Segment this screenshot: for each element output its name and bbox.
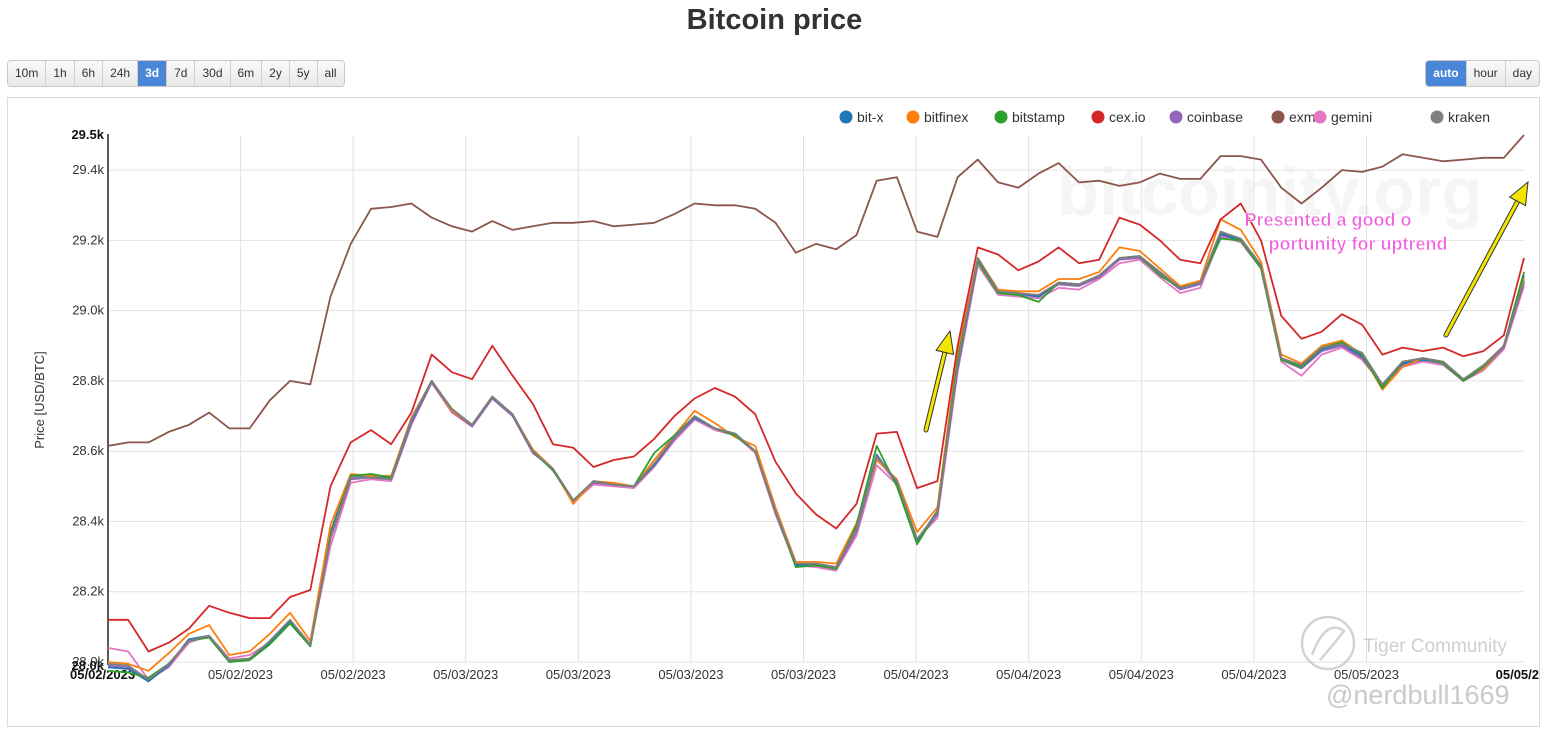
legend-marker-exmo bbox=[1271, 110, 1285, 124]
resolution-button-auto[interactable]: auto bbox=[1426, 61, 1467, 86]
watermark-community: Tiger Community bbox=[1363, 636, 1507, 657]
x-tick-label: 05/03/2023 bbox=[658, 667, 723, 682]
legend-item-exmo[interactable]: exmo bbox=[1289, 109, 1323, 125]
price-chart: bitcoinity.org 28.0k 28.2k 28.4k 28.6k 28.8k… bbox=[32, 109, 1539, 710]
legend-item-coinbase[interactable]: coinbase bbox=[1187, 109, 1243, 125]
axis-ticks: 28.0k 28.2k 28.4k 28.6k 28.8k 29.0k 29.2k 29.4k… bbox=[70, 127, 1539, 682]
range-button-6h[interactable]: 6h bbox=[74, 61, 104, 86]
y-max-label: 29.5k bbox=[71, 127, 104, 142]
chart-frame: bitcoinity.org 28.0k 28.2k 28.4k 28.6k 28.8k… bbox=[7, 97, 1540, 727]
legend-marker-gemini bbox=[1313, 110, 1327, 124]
series-line-bit-x bbox=[107, 232, 1525, 683]
range-button-1h[interactable]: 1h bbox=[46, 61, 75, 86]
y-tick-label: 28.0k bbox=[72, 654, 104, 669]
legend-marker-bitstamp bbox=[994, 110, 1008, 124]
legend-marker-coinbase bbox=[1169, 110, 1183, 124]
x-tick-label: 05/05/2023 bbox=[1334, 667, 1399, 682]
watermark-site: bitcoinity.org bbox=[1057, 154, 1483, 230]
series-lines bbox=[107, 134, 1525, 683]
y-tick-label: 28.4k bbox=[72, 513, 104, 528]
annotation-arrows bbox=[923, 180, 1529, 433]
x-tick-label: 05/04/2023 bbox=[1109, 667, 1174, 682]
series-line-kraken bbox=[107, 230, 1525, 681]
x-tick-label: 05/02/2023 bbox=[70, 667, 135, 682]
grid-lines bbox=[107, 134, 1524, 665]
y-min-label: 28.0k bbox=[71, 658, 104, 673]
legend-marker-cex.io bbox=[1091, 110, 1105, 124]
range-button-3d[interactable]: 3d bbox=[138, 61, 168, 86]
legend-item-bitstamp[interactable]: bitstamp bbox=[1012, 109, 1065, 125]
y-tick-label: 28.8k bbox=[72, 373, 104, 388]
legend-item-kraken[interactable]: kraken bbox=[1448, 109, 1490, 125]
legend: bit-x bitfinex bitstamp cex.io coinbase exmo g… bbox=[839, 109, 1490, 125]
range-button-24h[interactable]: 24h bbox=[103, 61, 139, 86]
range-button-10m[interactable]: 10m bbox=[8, 61, 47, 86]
x-tick-label: 05/02/2023 bbox=[208, 667, 273, 682]
resolution-button-day[interactable]: day bbox=[1505, 61, 1539, 86]
range-button-30d[interactable]: 30d bbox=[195, 61, 231, 86]
y-tick-label: 29.0k bbox=[72, 303, 104, 318]
legend-marker-bit-x bbox=[839, 110, 853, 124]
series-line-exmo bbox=[107, 134, 1525, 447]
legend-item-gemini[interactable]: gemini bbox=[1331, 109, 1372, 125]
x-tick-label: 05/03/2023 bbox=[771, 667, 836, 682]
legend-marker-kraken bbox=[1430, 110, 1444, 124]
y-tick-label: 28.6k bbox=[72, 443, 104, 458]
series-line-bitstamp bbox=[107, 237, 1525, 679]
arrow-up-right-icon bbox=[1508, 180, 1529, 207]
x-tick-label: 05/04/2023 bbox=[1221, 667, 1286, 682]
y-tick-label: 29.2k bbox=[72, 232, 104, 247]
arrow-up-icon bbox=[935, 329, 955, 356]
watermark-handle: @nerdbull1669 bbox=[1326, 680, 1510, 710]
x-tick-label: 05/02/2023 bbox=[321, 667, 386, 682]
y-axis-label: Price [USD/BTC] bbox=[32, 351, 47, 449]
series-line-cex.io bbox=[108, 202, 1525, 653]
chart-title: Bitcoin price bbox=[686, 4, 863, 36]
range-button-7d[interactable]: 7d bbox=[167, 61, 196, 86]
resolution-button-group: auto hour day bbox=[1425, 60, 1540, 87]
series-line-gemini bbox=[107, 235, 1525, 681]
range-button-5y[interactable]: 5y bbox=[289, 61, 318, 86]
range-button-2y[interactable]: 2y bbox=[262, 61, 290, 86]
legend-item-cex.io[interactable]: cex.io bbox=[1109, 109, 1146, 125]
range-button-6m[interactable]: 6m bbox=[230, 61, 263, 86]
range-button-group: 10m 1h 6h 24h 3d 7d 30d 6m 2y 5y all bbox=[7, 60, 345, 87]
y-tick-label: 29.4k bbox=[72, 162, 104, 177]
x-tick-label: 05/03/2023 bbox=[546, 667, 611, 682]
series-line-bitfinex bbox=[107, 218, 1525, 672]
x-tick-label: 05/04/2023 bbox=[884, 667, 949, 682]
y-tick-label: 28.2k bbox=[72, 584, 104, 599]
x-tick-label: 05/04/2023 bbox=[996, 667, 1061, 682]
legend-item-bit-x[interactable]: bit-x bbox=[857, 109, 883, 125]
series-line-coinbase bbox=[107, 234, 1525, 683]
annotation-text: Presented a good o portunity for uptrend bbox=[1244, 210, 1447, 254]
arrow-up-right-icon-shaft bbox=[1444, 199, 1520, 337]
range-button-all[interactable]: all bbox=[317, 61, 344, 86]
tiger-logo-icon bbox=[1300, 615, 1356, 671]
resolution-button-hour[interactable]: hour bbox=[1466, 61, 1506, 86]
x-tick-label: 05/05/2 bbox=[1496, 667, 1539, 682]
legend-item-bitfinex[interactable]: bitfinex bbox=[924, 109, 968, 125]
tiger-community-watermark: Tiger Community bbox=[1300, 615, 1507, 671]
legend-marker-bitfinex bbox=[906, 110, 920, 124]
x-tick-label: 05/03/2023 bbox=[433, 667, 498, 682]
arrow-up-icon-shaft bbox=[924, 350, 947, 432]
